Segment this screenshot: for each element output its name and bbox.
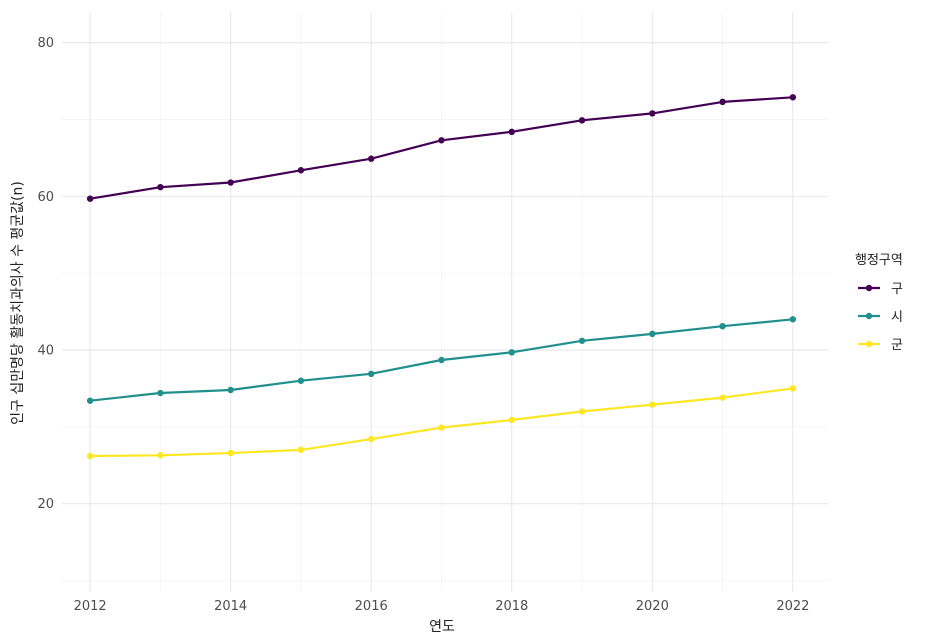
data-point <box>438 424 445 431</box>
legend-label: 시 <box>891 310 903 325</box>
y-tick-label: 60 <box>37 190 54 205</box>
data-point <box>438 137 445 144</box>
data-point <box>789 385 797 392</box>
data-point <box>649 110 656 117</box>
data-point <box>578 117 586 124</box>
data-point <box>157 389 164 397</box>
data-point <box>578 408 586 415</box>
data-point <box>368 370 375 378</box>
data-point <box>157 183 164 191</box>
y-tick-label: 20 <box>37 497 54 512</box>
y-axis-title: 인구 십만명당 활동치과의사 수 평균값(n) <box>10 181 26 425</box>
data-point <box>86 452 94 460</box>
y-tick-label: 40 <box>37 344 54 359</box>
data-point <box>649 330 656 338</box>
grid-lines <box>62 12 828 592</box>
data-point <box>508 349 515 356</box>
data-point <box>508 416 515 424</box>
legend-label: 구 <box>891 282 903 297</box>
data-point <box>86 195 94 202</box>
data-point <box>649 401 656 408</box>
y-tick-label: 80 <box>37 36 54 51</box>
legend-title: 행정구역 <box>855 252 903 268</box>
data-point <box>719 394 726 401</box>
data-point <box>297 377 305 384</box>
data-point <box>508 128 515 136</box>
data-point <box>368 155 375 162</box>
series-lines <box>86 94 797 460</box>
data-point <box>297 446 305 454</box>
data-point <box>227 449 234 457</box>
data-point <box>297 167 305 174</box>
x-tick-label: 2018 <box>495 599 528 614</box>
data-point <box>368 435 375 443</box>
legend: 행정구역 구시군 <box>855 252 903 353</box>
x-tick-label: 2020 <box>636 599 669 614</box>
data-point <box>789 94 797 101</box>
x-tick-label: 2016 <box>355 599 388 614</box>
x-axis-title: 연도 <box>429 619 455 635</box>
data-point <box>227 179 234 186</box>
data-point <box>789 316 797 323</box>
data-point <box>157 452 164 459</box>
legend-label: 군 <box>891 338 903 353</box>
legend-key-point <box>865 340 873 348</box>
legend-key-point <box>865 312 873 320</box>
data-point <box>719 322 726 330</box>
data-point <box>719 98 726 106</box>
data-point <box>227 386 234 394</box>
y-axis-ticks: 20 40 60 80 <box>37 36 54 512</box>
x-tick-label: 2012 <box>74 599 107 614</box>
legend-key-point <box>865 284 873 292</box>
x-tick-label: 2014 <box>214 599 247 614</box>
x-tick-label: 2022 <box>776 599 809 614</box>
x-axis-ticks: 2012 2014 2016 2018 2020 2022 <box>74 599 810 614</box>
data-point <box>578 337 586 344</box>
data-point <box>86 397 94 404</box>
data-point <box>438 356 445 364</box>
